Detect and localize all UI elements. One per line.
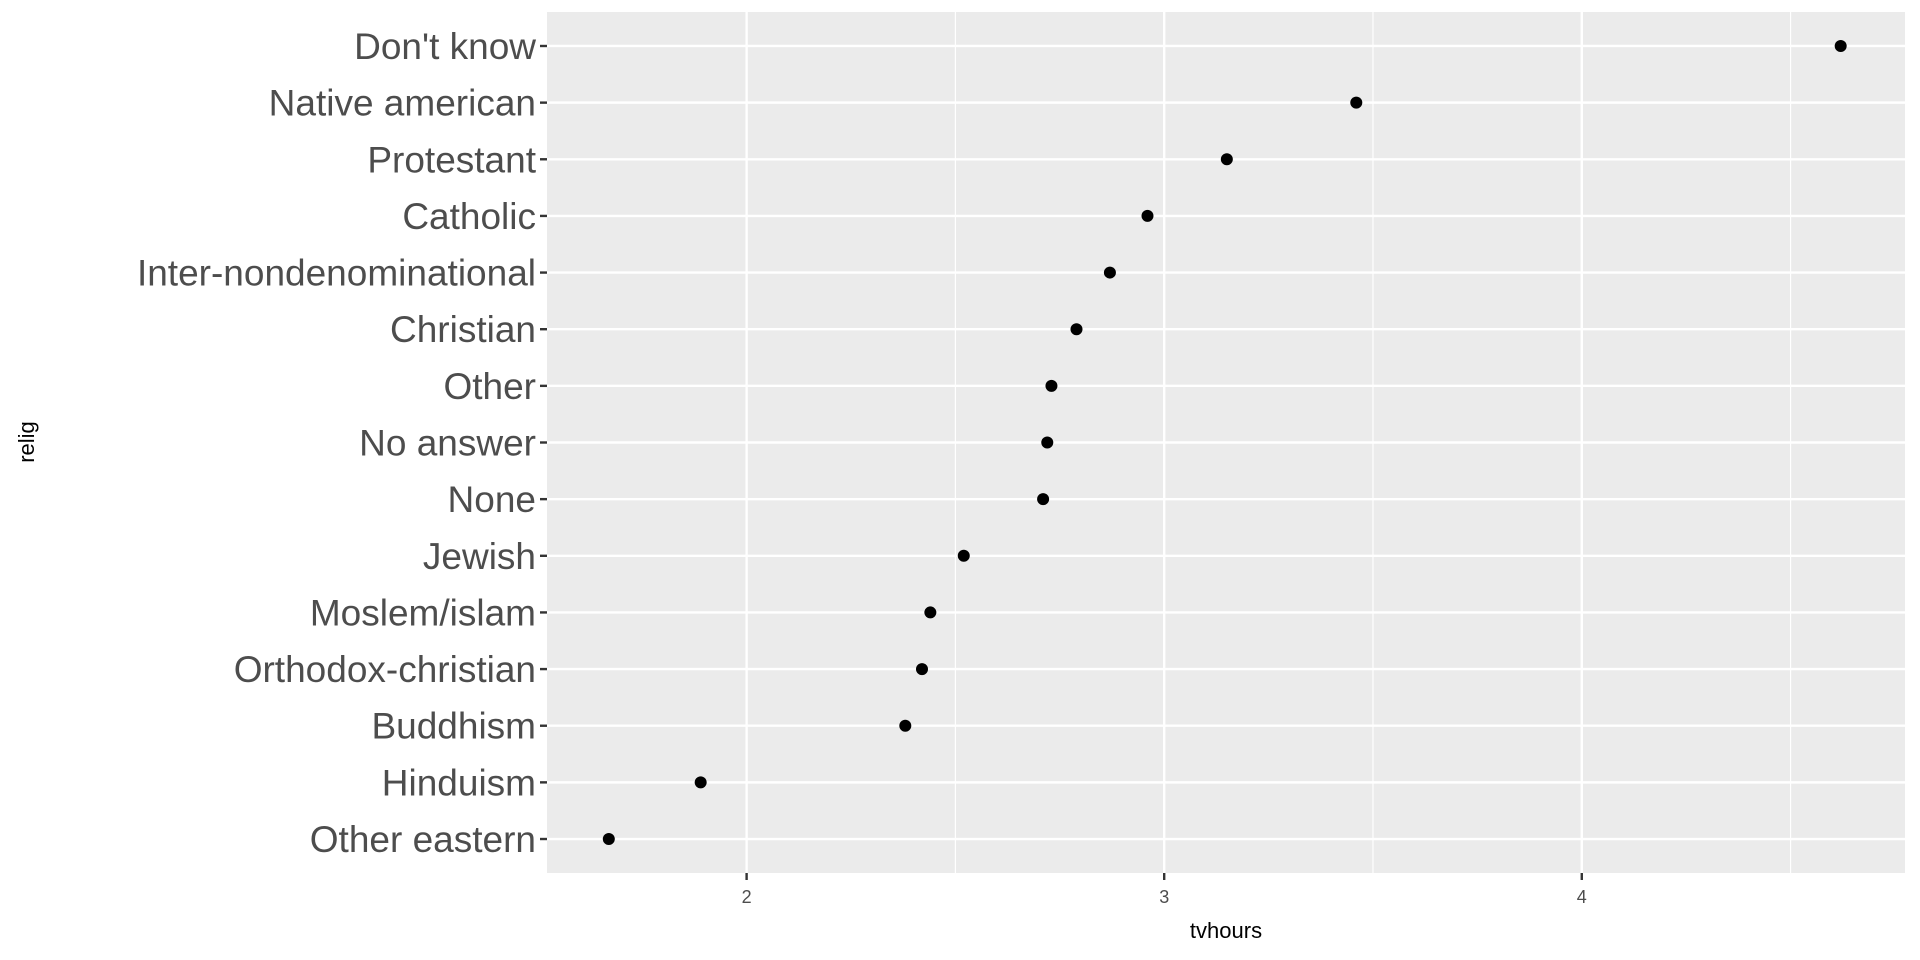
y-tick-label: Native american xyxy=(269,83,536,124)
y-tick-label: Moslem/islam xyxy=(310,592,536,633)
data-point xyxy=(1045,379,1058,392)
data-point xyxy=(1103,266,1116,279)
data-point xyxy=(1350,96,1363,109)
y-tick-label: No answer xyxy=(359,423,536,464)
y-tick-label: Other eastern xyxy=(310,819,536,860)
y-tick-label: Catholic xyxy=(402,196,536,237)
data-point xyxy=(899,719,912,732)
data-point xyxy=(915,663,928,676)
x-tick-label: 4 xyxy=(1577,887,1587,907)
y-axis-title: relig xyxy=(14,421,39,463)
y-tick-label: Other xyxy=(443,366,536,407)
y-tick-label: Buddhism xyxy=(371,706,536,747)
y-tick-label: Christian xyxy=(390,309,536,350)
data-point xyxy=(924,606,937,619)
data-point xyxy=(1220,153,1233,166)
data-point xyxy=(1141,209,1154,222)
y-tick-label: Inter-nondenominational xyxy=(137,253,536,294)
data-point xyxy=(694,776,707,789)
y-tick-label: Jewish xyxy=(423,536,536,577)
y-tick-label: Don't know xyxy=(354,26,536,67)
x-tick-label: 2 xyxy=(742,887,752,907)
y-tick-label: Orthodox-christian xyxy=(234,649,536,690)
data-point xyxy=(1834,39,1847,52)
x-tick-label: 3 xyxy=(1159,887,1169,907)
y-tick-label: Hinduism xyxy=(382,762,536,803)
data-point xyxy=(957,549,970,562)
data-point xyxy=(1037,493,1050,506)
y-tick-label: Protestant xyxy=(367,139,536,180)
data-point xyxy=(602,833,615,846)
data-point xyxy=(1070,323,1083,336)
data-point xyxy=(1041,436,1054,449)
x-axis-title: tvhours xyxy=(1190,918,1262,943)
y-tick-label: None xyxy=(448,479,536,520)
